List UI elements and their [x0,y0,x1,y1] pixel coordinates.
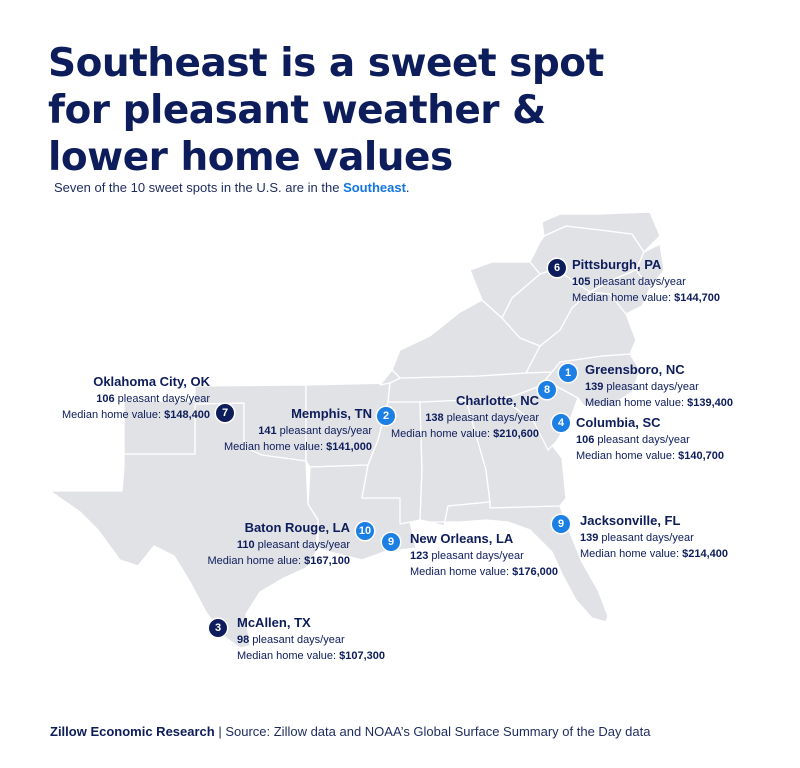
city-name: Charlotte, NC [455,393,539,408]
rank-badge-new-orleans: 9 [382,533,400,551]
pleasant-suffix: pleasant days/year [598,532,694,544]
median-value: $144,700 [674,292,721,304]
city-name: Pittsburgh, PA [572,257,662,272]
subtitle-text: Seven of the 10 sweet spots in the U.S. … [54,180,344,195]
state-maryland [589,269,651,315]
pleasant-days: 123 [410,550,429,562]
median-prefix: Median home value: [390,428,494,440]
rank-badge-pittsburgh: 6 [548,259,566,277]
city-callout-memphis: Memphis, TN 141 pleasant days/year Media… [224,405,372,455]
pleasant-days: 139 [585,381,604,393]
median-value: $210,600 [493,428,539,440]
median-value: $167,100 [304,555,350,567]
median-value: $148,400 [164,409,210,421]
title-line: for pleasant weather & [48,88,546,133]
pleasant-days: 141 [258,425,277,437]
median-prefix: Median home value: [585,397,688,409]
city-callout-new-orleans: New Orleans, LA 123 pleasant days/year M… [410,530,558,580]
city-callout-charlotte: Charlotte, NC 138 pleasant days/year Med… [391,392,539,442]
rank-badge-mcallen: 3 [209,619,227,637]
city-name: McAllen, TX [237,615,311,630]
pleasant-suffix: pleasant days/year [443,412,539,424]
footer-source: Zillow Economic Research | Source: Zillo… [50,724,650,739]
state-new-jersey [635,243,665,289]
rank-badge-jacksonville: 9 [552,515,570,533]
median-prefix: Median home alue: [207,555,305,567]
pleasant-days: 139 [580,532,599,544]
rank-badge-columbia: 4 [552,414,570,432]
city-callout-mcallen: McAllen, TX 98 pleasant days/year Median… [237,614,385,664]
pleasant-days: 105 [572,276,591,288]
pleasant-suffix: pleasant days/year [590,276,686,288]
state-new-york [541,211,661,253]
state-south-carolina [501,385,579,451]
median-value: $140,700 [678,450,725,462]
state-missouri [379,369,401,386]
pleasant-days: 138 [425,412,444,424]
city-callout-columbia: Columbia, SC 106 pleasant days/year Medi… [576,414,724,464]
median-prefix: Median home value: [410,566,513,578]
median-value: $141,000 [326,441,372,453]
city-name: New Orleans, LA [410,531,514,546]
pleasant-suffix: pleasant days/year [428,550,524,562]
footer-source-text: Source: Zillow data and NOAA’s Global Su… [225,724,651,739]
pleasant-days: 98 [237,634,250,646]
city-name: Memphis, TN [291,406,372,421]
pleasant-suffix: pleasant days/year [603,381,699,393]
title-line: lower home values [48,135,453,180]
pleasant-suffix: pleasant days/year [276,425,372,437]
median-prefix: Median home value: [580,548,683,560]
pleasant-days: 106 [96,393,115,405]
city-callout-greensboro: Greensboro, NC 139 pleasant days/year Me… [585,361,733,411]
median-prefix: Median home value: [237,650,340,662]
rank-badge-baton-rouge: 10 [356,522,374,540]
subtitle-end: . [405,180,410,195]
subtitle-highlight: Southeast [343,180,406,195]
city-name: Jacksonville, FL [580,513,681,528]
pleasant-suffix: pleasant days/year [114,393,210,405]
city-name: Greensboro, NC [585,362,685,377]
pleasant-days: 110 [236,539,255,551]
median-prefix: Median home value: [572,292,675,304]
pleasant-suffix: pleasant days/year [254,539,350,551]
city-callout-oklahoma-city: Oklahoma City, OK 106 pleasant days/year… [62,373,210,423]
pleasant-days: 106 [576,434,595,446]
median-prefix: Median home value: [61,409,165,421]
footer-org: Zillow Economic Research [50,724,215,739]
median-prefix: Median home value: [576,450,679,462]
subtitle: Seven of the 10 sweet spots in the U.S. … [54,180,410,195]
city-callout-pittsburgh: Pittsburgh, PA 105 pleasant days/year Me… [572,256,720,306]
rank-badge-oklahoma-city: 7 [216,404,234,422]
pleasant-suffix: pleasant days/year [594,434,690,446]
title-line: Southeast is a sweet spot [48,41,604,86]
city-name: Baton Rouge, LA [244,520,350,535]
city-callout-baton-rouge: Baton Rouge, LA 110 pleasant days/year M… [207,519,350,569]
rank-badge-memphis: 2 [377,407,395,425]
rank-badge-greensboro: 1 [559,364,577,382]
median-value: $214,400 [682,548,729,560]
pleasant-suffix: pleasant days/year [249,634,345,646]
page-title: Southeast is a sweet spot for pleasant w… [48,40,668,181]
city-callout-jacksonville: Jacksonville, FL 139 pleasant days/year … [580,512,728,562]
median-prefix: Median home value: [223,441,327,453]
city-name: Columbia, SC [576,415,661,430]
rank-badge-charlotte: 8 [538,381,556,399]
median-value: $176,000 [512,566,559,578]
state-oklahoma [123,384,307,462]
footer-separator: | [214,724,226,739]
median-value: $107,300 [339,650,386,662]
median-value: $139,400 [687,397,734,409]
city-name: Oklahoma City, OK [93,374,210,389]
